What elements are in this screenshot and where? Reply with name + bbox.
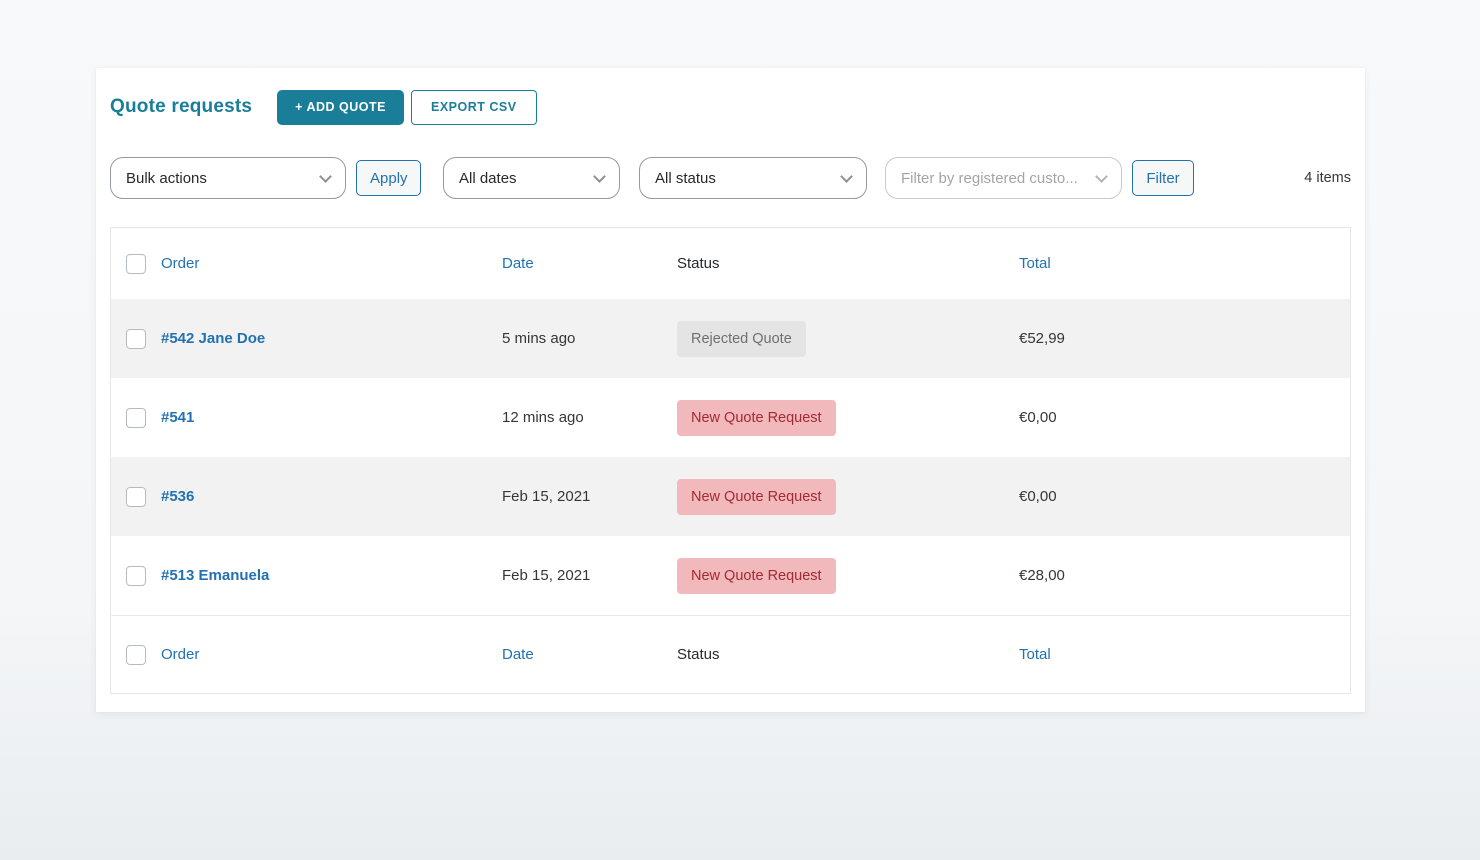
select-all-checkbox[interactable] <box>126 253 146 274</box>
select-all-checkbox[interactable] <box>126 644 146 665</box>
chevron-down-icon <box>1095 169 1108 183</box>
row-total: €28,00 <box>1019 567 1065 584</box>
chevron-down-icon <box>319 169 332 183</box>
chevron-down-icon <box>840 169 853 183</box>
row-total: €0,00 <box>1019 488 1057 505</box>
row-total: €52,99 <box>1019 330 1065 347</box>
status-badge: New Quote Request <box>677 478 836 515</box>
row-total: €0,00 <box>1019 409 1057 426</box>
bulk-actions-value: Bulk actions <box>126 169 207 187</box>
apply-button[interactable]: Apply <box>356 160 421 196</box>
table-row: #513 Emanuela Feb 15, 2021 New Quote Req… <box>111 536 1350 615</box>
table-header-row: Order Date Status Total <box>111 228 1350 299</box>
row-date: 5 mins ago <box>502 330 576 347</box>
bulk-actions-select[interactable]: Bulk actions <box>110 157 346 199</box>
order-link[interactable]: #541 <box>161 408 195 426</box>
order-link[interactable]: #513 Emanuela <box>161 566 270 584</box>
order-link[interactable]: #542 Jane Doe <box>161 329 266 347</box>
row-date: Feb 15, 2021 <box>502 567 591 584</box>
column-header-order[interactable]: Order <box>161 254 200 272</box>
table-row: #536 Feb 15, 2021 New Quote Request €0,0… <box>111 457 1350 536</box>
items-count: 4 items <box>1304 170 1351 186</box>
customer-filter-select[interactable]: Filter by registered custo... <box>885 157 1122 199</box>
row-checkbox[interactable] <box>126 486 146 507</box>
column-footer-date[interactable]: Date <box>502 645 534 663</box>
status-badge: New Quote Request <box>677 557 836 594</box>
row-checkbox[interactable] <box>126 407 146 428</box>
quote-requests-panel: Quote requests + ADD QUOTE EXPORT CSV Bu… <box>96 68 1365 712</box>
page-title: Quote requests <box>110 96 253 117</box>
row-date: 12 mins ago <box>502 409 584 426</box>
filter-bar: Bulk actions Apply All dates All status … <box>110 157 1351 199</box>
column-header-status: Status <box>677 254 720 272</box>
quotes-table: Order Date Status Total #542 Jane Doe 5 … <box>110 227 1351 694</box>
status-badge: New Quote Request <box>677 399 836 436</box>
all-status-value: All status <box>655 169 716 187</box>
export-csv-button[interactable]: EXPORT CSV <box>410 89 537 125</box>
table-body: #542 Jane Doe 5 mins ago Rejected Quote … <box>111 299 1350 615</box>
order-link[interactable]: #536 <box>161 487 195 505</box>
status-badge: Rejected Quote <box>677 320 806 357</box>
all-status-select[interactable]: All status <box>639 157 867 199</box>
column-footer-total[interactable]: Total <box>1019 645 1051 663</box>
table-row: #542 Jane Doe 5 mins ago Rejected Quote … <box>111 299 1350 378</box>
table-footer-row: Order Date Status Total <box>111 615 1350 693</box>
row-checkbox[interactable] <box>126 328 146 349</box>
column-footer-status: Status <box>677 645 720 663</box>
row-date: Feb 15, 2021 <box>502 488 591 505</box>
column-header-date[interactable]: Date <box>502 254 534 272</box>
all-dates-select[interactable]: All dates <box>443 157 620 199</box>
column-footer-order[interactable]: Order <box>161 645 200 663</box>
row-checkbox[interactable] <box>126 565 146 586</box>
chevron-down-icon <box>593 169 606 183</box>
column-header-total[interactable]: Total <box>1019 254 1051 272</box>
add-quote-button[interactable]: + ADD QUOTE <box>277 89 404 125</box>
filter-button[interactable]: Filter <box>1132 160 1194 196</box>
table-row: #541 12 mins ago New Quote Request €0,00 <box>111 378 1350 457</box>
title-row: Quote requests + ADD QUOTE EXPORT CSV <box>110 89 1351 125</box>
all-dates-value: All dates <box>459 169 517 187</box>
customer-filter-placeholder: Filter by registered custo... <box>901 169 1078 187</box>
